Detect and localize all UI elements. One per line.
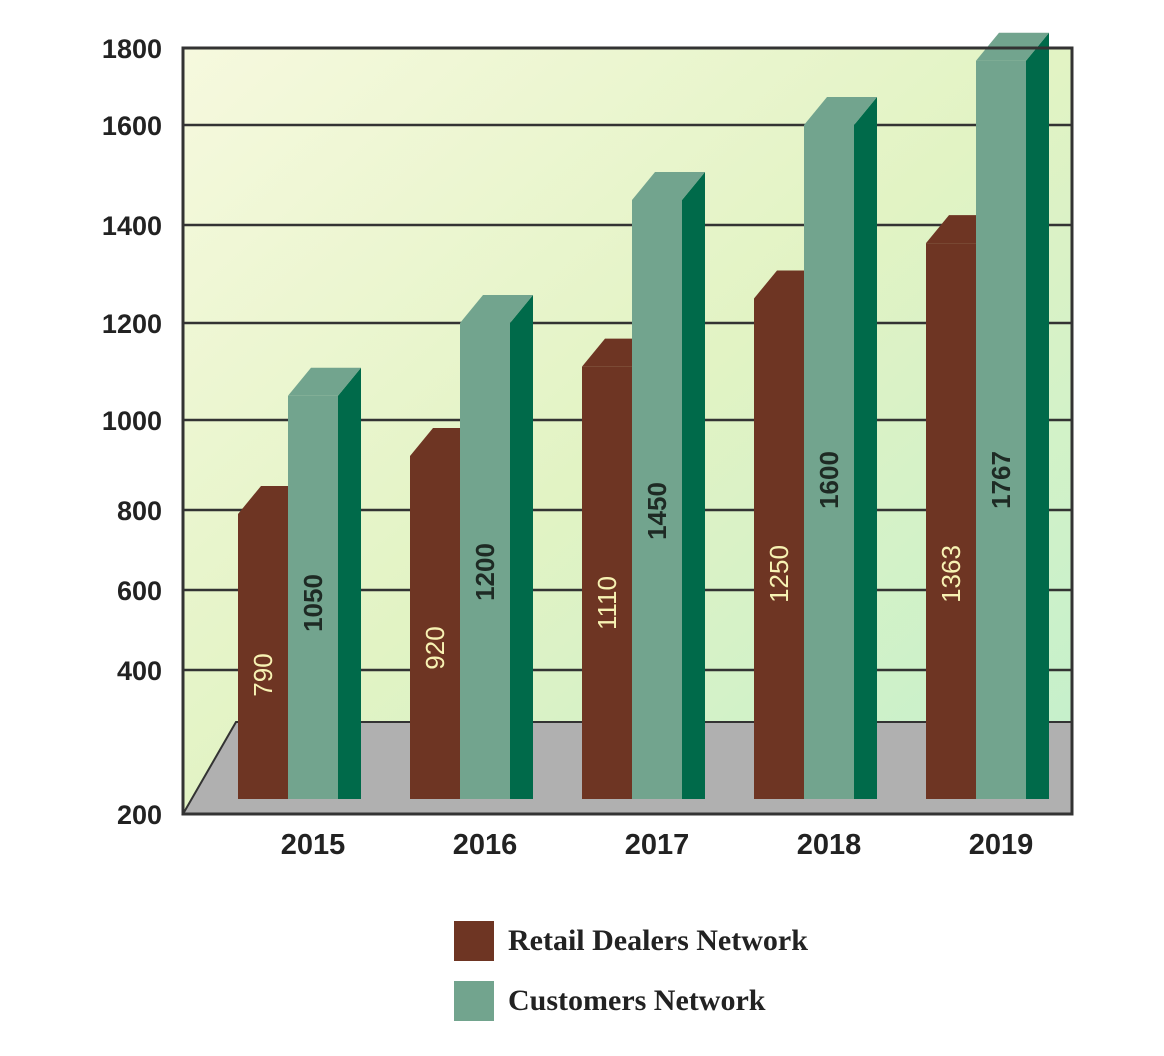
legend-swatch-customers: [454, 981, 494, 1021]
legend-item-customers: Customers Network: [454, 980, 808, 1022]
x-tick-label: 2017: [625, 829, 690, 861]
bar-front: [926, 243, 976, 799]
bar-front: [238, 514, 288, 799]
y-tick-label: 1200: [102, 309, 162, 339]
data-label: 1250: [764, 545, 794, 603]
bar-side: [682, 172, 705, 799]
x-axis-labels: 2015 2016 2017 2018 2019: [281, 829, 1034, 861]
bar-top: [460, 295, 533, 323]
legend-label-customers: Customers Network: [508, 984, 766, 1017]
y-tick-label: 400: [117, 656, 162, 686]
bar-customers-2018: 1600: [804, 97, 877, 799]
bar-front: [410, 456, 460, 799]
legend-label-retail: Retail Dealers Network: [508, 924, 808, 957]
y-tick-label: 1800: [102, 34, 162, 64]
data-label: 1767: [986, 451, 1016, 509]
y-tick-label: 1600: [102, 111, 162, 141]
bar-front: [460, 323, 510, 799]
y-tick-label: 800: [117, 496, 162, 526]
bar-front: [632, 200, 682, 799]
bars: 790 1050 920 1200 1110 1450 1250 1600 1363 1767: [238, 32, 1049, 799]
plot-frame: [181, 46, 1074, 816]
bar-side: [338, 367, 361, 799]
y-tick-label: 600: [117, 576, 162, 606]
bar-top: [804, 97, 877, 125]
data-label: 1450: [642, 482, 672, 540]
bar-customers-2015: 1050: [288, 367, 361, 799]
legend: Retail Dealers Network Customers Network: [454, 920, 808, 1040]
bar-front: [288, 395, 338, 799]
x-tick-label: 2016: [453, 829, 518, 861]
bar-front: [582, 366, 632, 799]
bar-side: [1026, 32, 1049, 799]
data-label: 1363: [936, 545, 966, 603]
y-axis-labels: 200 400 600 800 1000 1200 1400 1600 1800: [102, 34, 162, 830]
legend-item-retail: Retail Dealers Network: [454, 920, 808, 962]
x-tick-label: 2019: [969, 829, 1034, 861]
x-tick-label: 2018: [797, 829, 862, 861]
data-label: 790: [248, 653, 278, 696]
bar-customers-2016: 1200: [460, 295, 533, 799]
bar-chart: 790 1050 920 1200 1110 1450 1250 1600 1363 1767 2…: [102, 32, 1074, 861]
y-tick-label: 1400: [102, 211, 162, 241]
y-tick-label: 1000: [102, 406, 162, 436]
bar-front: [804, 125, 854, 799]
data-label: 1200: [470, 543, 500, 601]
bar-front: [976, 60, 1026, 799]
bar-customers-2019: 1767: [976, 32, 1049, 799]
y-tick-label: 200: [117, 800, 162, 830]
data-label: 1110: [592, 576, 622, 630]
bar-front: [754, 298, 804, 799]
data-label: 920: [420, 626, 450, 669]
bar-top: [632, 172, 705, 200]
data-label: 1600: [814, 451, 844, 509]
bar-top: [288, 367, 361, 396]
bar-customers-2017: 1450: [632, 172, 705, 799]
bar-side: [510, 295, 533, 799]
data-label: 1050: [298, 574, 328, 632]
legend-swatch-retail: [454, 921, 494, 961]
bar-side: [854, 97, 877, 799]
x-tick-label: 2015: [281, 829, 346, 861]
